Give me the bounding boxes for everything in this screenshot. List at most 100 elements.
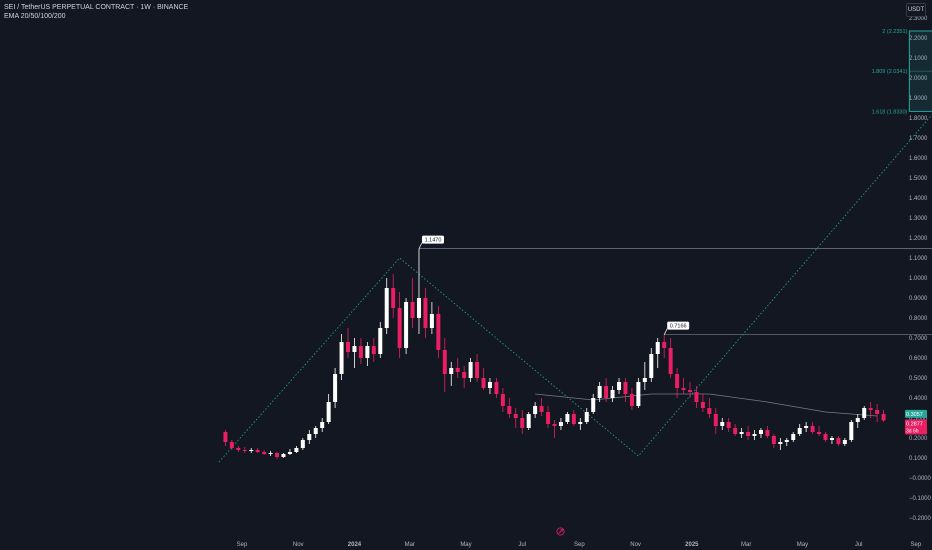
candle [707,398,712,418]
candle-body [462,372,467,378]
candle-body [423,298,428,328]
candle [546,406,551,428]
candle-body [236,448,241,450]
candle [487,378,492,394]
candle-body [333,374,338,402]
candle [236,446,241,452]
candle [797,424,802,436]
candle [668,338,673,378]
candle-body [804,426,809,428]
callout-box [667,321,690,330]
candle-body [494,382,499,394]
indicator-label[interactable]: EMA 20/50/100/200 [4,13,66,20]
candle [313,426,318,438]
candle [404,298,409,354]
reset-chart-icon[interactable] [556,527,565,536]
pattern-line [218,114,932,463]
price-tick-label: 0.2000 [909,436,928,442]
candle [333,368,338,408]
candle-body [397,308,402,348]
candle-body [294,448,299,452]
candle-body [791,434,796,440]
candle [713,408,718,434]
candle [662,334,667,358]
candle [526,412,531,430]
currency-button[interactable]: USDT [906,3,926,17]
candle-body [771,436,776,444]
price-tick-label: 1.2000 [909,236,928,242]
candle-body [636,382,641,406]
candle [636,378,641,408]
candle [416,248,421,334]
price-tick-label: 1.6000 [909,156,928,162]
candle-body [287,452,292,454]
candle [687,382,692,398]
candle-body [229,442,234,448]
price-tick-label: 1.9000 [909,96,928,102]
candle-body [571,414,576,424]
candle-body [242,450,247,451]
fib-level-label: 2 (2.2351) [882,29,907,35]
last-price-value: 0.3057 [906,412,923,418]
candle-body [591,398,596,412]
candle-body [404,302,409,348]
candle-body [687,390,692,392]
candle-body [823,434,828,440]
callout-pointer [418,242,423,249]
last-price-value: 0.2877 [906,421,923,427]
price-tick-label: 1.1000 [909,256,928,262]
candle-body [836,438,841,444]
price-tick-label: −0.2000 [909,516,932,522]
price-tick-label: 2.3000 [909,16,928,22]
candle-body [455,368,460,372]
candle [513,408,518,428]
candle [784,438,789,446]
callout-pointer [663,328,668,335]
candle-body [675,374,680,388]
candle [539,398,544,416]
price-tick-label: −0.0000 [909,476,932,482]
candle [855,414,860,428]
candle-body [758,430,763,434]
candle [352,338,357,368]
candle [675,368,680,398]
candle [726,418,731,432]
candle-body [584,412,589,422]
candle-body [881,414,886,421]
candle-body [281,454,286,457]
candle [571,410,576,426]
candle-body [694,392,699,402]
candle-body [468,362,473,378]
candle [500,388,505,412]
candle-body [739,432,744,434]
candle-body [275,453,280,457]
candle-body [339,342,344,374]
candle-body [668,348,673,374]
candle-body [733,428,738,434]
candle [481,368,486,390]
candle [339,334,344,380]
time-tick-label: Sep [574,542,585,548]
price-tick-label: 0.7000 [909,336,928,342]
price-tick-label: 2.1000 [909,56,928,62]
candle-body [752,434,757,436]
candle [591,394,596,414]
candle-body [223,432,228,442]
candle [507,398,512,418]
candle-body [526,414,531,428]
symbol-title[interactable]: SEI / TetherUS PERPETUAL CONTRACT · 1W ·… [4,4,189,11]
candle-body [442,350,447,374]
candle [578,418,583,430]
candle-body [552,424,557,426]
price-tick-label: 1.5000 [909,176,928,182]
candle [804,422,809,432]
candle [817,426,822,436]
candle-body [713,414,718,426]
candle [565,412,570,424]
candle-body [320,422,325,428]
candle-body [778,442,783,444]
time-tick-label: Jul [855,542,863,548]
time-tick-label: Sep [910,542,921,548]
candle [223,430,228,446]
